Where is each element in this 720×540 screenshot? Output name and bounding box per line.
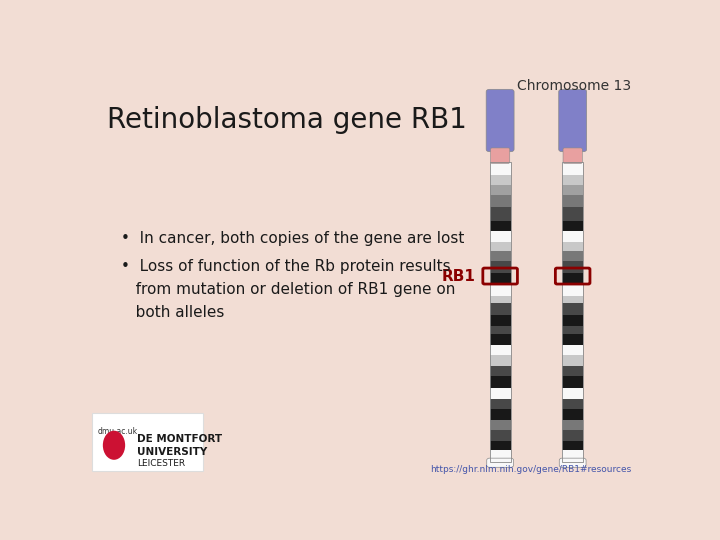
Bar xyxy=(490,285,510,295)
Bar xyxy=(562,261,583,273)
Text: dmu.ac.uk: dmu.ac.uk xyxy=(97,427,138,436)
Bar xyxy=(490,441,510,450)
Bar xyxy=(490,221,510,231)
Text: https://ghr.nlm.nih.gov/gene/RB1#resources: https://ghr.nlm.nih.gov/gene/RB1#resourc… xyxy=(430,465,631,474)
Bar xyxy=(490,162,510,462)
Bar xyxy=(490,388,510,399)
Bar xyxy=(562,241,583,251)
Bar xyxy=(562,303,583,315)
Bar xyxy=(562,175,583,185)
Bar xyxy=(490,334,510,345)
Bar xyxy=(562,450,583,462)
Bar xyxy=(562,162,583,175)
Bar xyxy=(490,355,510,366)
Bar xyxy=(490,345,510,355)
Bar xyxy=(562,441,583,450)
Bar xyxy=(562,334,583,345)
Bar xyxy=(562,185,583,195)
Bar xyxy=(562,221,583,231)
FancyBboxPatch shape xyxy=(91,413,203,471)
Bar xyxy=(490,376,510,388)
FancyBboxPatch shape xyxy=(559,89,587,152)
Text: UNIVERSITY: UNIVERSITY xyxy=(138,447,207,456)
Bar xyxy=(490,231,510,241)
Text: DE MONTFORT: DE MONTFORT xyxy=(138,434,222,444)
Bar xyxy=(562,207,583,221)
Bar xyxy=(562,399,583,409)
Bar xyxy=(490,399,510,409)
Bar xyxy=(490,430,510,441)
Text: Retinoblastoma gene RB1: Retinoblastoma gene RB1 xyxy=(107,106,467,134)
Bar xyxy=(562,295,583,303)
Bar xyxy=(562,251,583,261)
Bar xyxy=(562,285,583,295)
Text: •  Loss of function of the Rb protein results: • Loss of function of the Rb protein res… xyxy=(121,259,450,274)
Bar xyxy=(490,185,510,195)
Bar xyxy=(490,409,510,420)
Ellipse shape xyxy=(103,431,125,460)
Bar xyxy=(562,420,583,430)
Text: Chromosome 13: Chromosome 13 xyxy=(517,79,631,93)
Bar xyxy=(490,295,510,303)
Bar xyxy=(490,162,510,175)
Bar xyxy=(490,315,510,326)
Bar xyxy=(490,195,510,207)
Bar xyxy=(562,162,583,462)
Text: from mutation or deletion of RB1 gene on: from mutation or deletion of RB1 gene on xyxy=(121,282,455,297)
Bar xyxy=(490,175,510,185)
Bar xyxy=(562,315,583,326)
Bar xyxy=(562,388,583,399)
Bar xyxy=(562,430,583,441)
Bar xyxy=(490,251,510,261)
Bar xyxy=(562,409,583,420)
FancyBboxPatch shape xyxy=(486,89,514,152)
Text: LEICESTER: LEICESTER xyxy=(138,459,186,468)
Text: RB1: RB1 xyxy=(441,268,476,284)
Bar xyxy=(490,261,510,273)
FancyBboxPatch shape xyxy=(559,458,586,467)
Bar xyxy=(562,355,583,366)
FancyBboxPatch shape xyxy=(563,148,582,164)
Bar xyxy=(490,273,510,285)
Text: •  In cancer, both copies of the gene are lost: • In cancer, both copies of the gene are… xyxy=(121,231,464,246)
Bar xyxy=(490,326,510,334)
Bar xyxy=(490,241,510,251)
Bar xyxy=(562,231,583,241)
Bar xyxy=(490,303,510,315)
Bar xyxy=(490,420,510,430)
Bar xyxy=(490,366,510,376)
Text: both alleles: both alleles xyxy=(121,305,224,320)
Bar xyxy=(562,326,583,334)
FancyBboxPatch shape xyxy=(490,148,510,164)
Bar xyxy=(562,195,583,207)
Bar xyxy=(490,207,510,221)
Bar xyxy=(562,345,583,355)
FancyBboxPatch shape xyxy=(487,458,513,467)
Bar xyxy=(490,450,510,462)
Bar xyxy=(562,273,583,285)
Bar xyxy=(562,366,583,376)
Bar xyxy=(562,376,583,388)
